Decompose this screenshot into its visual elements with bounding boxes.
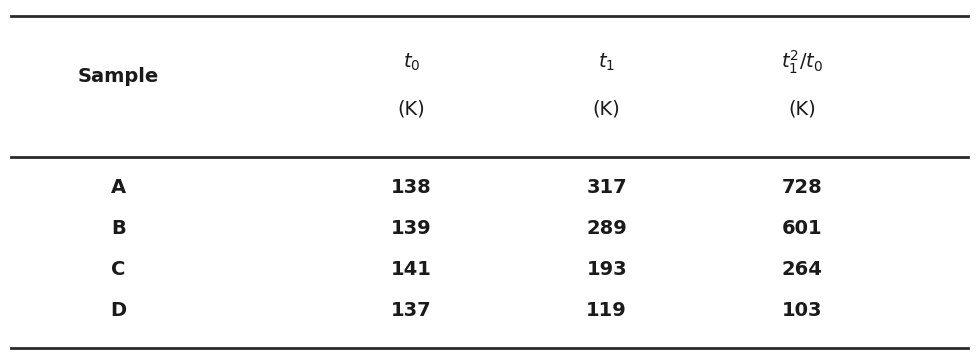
Text: 139: 139 <box>390 219 431 238</box>
Text: C: C <box>111 260 125 279</box>
Text: $t_1^2/t_0$: $t_1^2/t_0$ <box>780 48 822 76</box>
Text: 119: 119 <box>586 301 626 320</box>
Text: 138: 138 <box>390 177 431 197</box>
Text: 317: 317 <box>586 177 626 197</box>
Text: D: D <box>111 301 126 320</box>
Text: A: A <box>111 177 126 197</box>
Text: (K): (K) <box>397 99 424 118</box>
Text: $t_1$: $t_1$ <box>598 51 614 73</box>
Text: 264: 264 <box>780 260 822 279</box>
Text: 728: 728 <box>780 177 822 197</box>
Text: (K): (K) <box>592 99 620 118</box>
Text: 103: 103 <box>780 301 822 320</box>
Text: Sample: Sample <box>78 67 159 86</box>
Text: 289: 289 <box>586 219 626 238</box>
Text: B: B <box>111 219 126 238</box>
Text: 137: 137 <box>390 301 431 320</box>
Text: 193: 193 <box>586 260 626 279</box>
Text: 601: 601 <box>780 219 822 238</box>
Text: $t_0$: $t_0$ <box>402 51 420 73</box>
Text: (K): (K) <box>787 99 815 118</box>
Text: 141: 141 <box>390 260 431 279</box>
